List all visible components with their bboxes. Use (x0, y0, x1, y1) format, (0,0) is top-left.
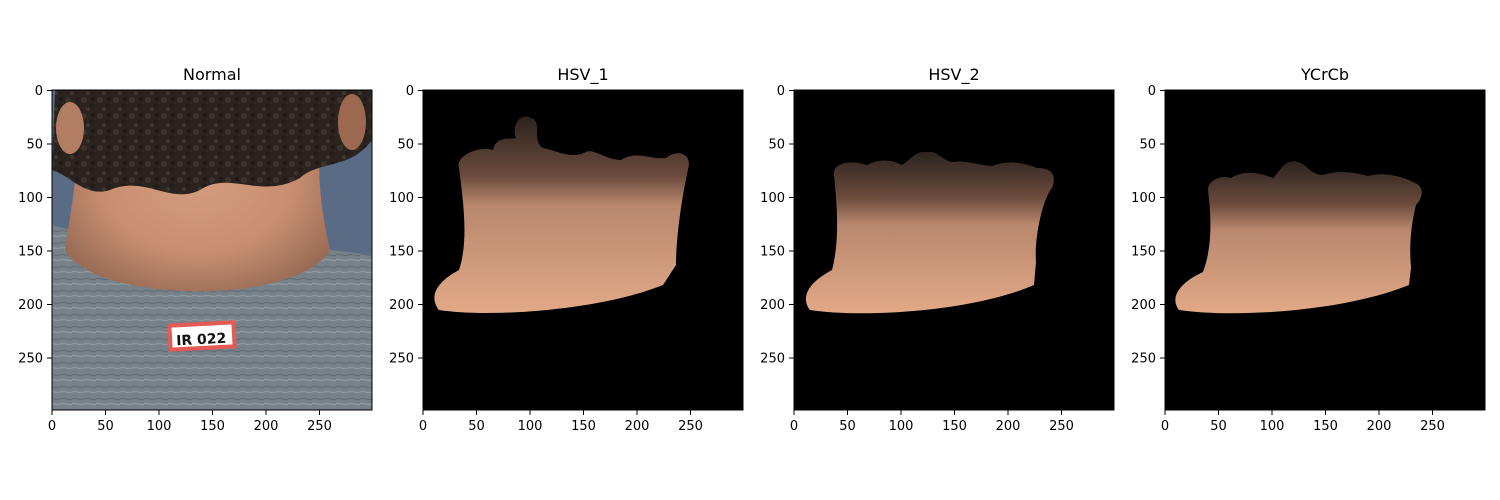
y-tick-label: 100 (1131, 191, 1156, 206)
x-tick-label: 200 (1367, 419, 1392, 434)
photo-neck: IR 022 (52, 90, 372, 410)
x-axis: 0 50 100 150 200 250 (790, 410, 1074, 434)
x-tick-label: 150 (942, 419, 967, 434)
y-tick-label: 100 (18, 191, 43, 206)
y-tick-label: 150 (18, 245, 43, 260)
specimen-label: IR 022 (167, 320, 237, 352)
x-tick-label: 100 (889, 419, 914, 434)
x-tick-label: 100 (1260, 419, 1285, 434)
y-tick-label: 250 (760, 352, 785, 367)
x-axis: 0 50 100 150 200 250 (1161, 410, 1445, 434)
segmented-skin (805, 151, 1054, 314)
y-tick-label: 200 (760, 298, 785, 313)
panel-ycrcb-plot: 0 50 100 150 200 250 0 50 100 150 200 25… (1131, 84, 1486, 434)
y-tick-label: 150 (1131, 245, 1156, 260)
x-tick-label: 50 (1210, 419, 1227, 434)
x-tick-label: 50 (468, 419, 485, 434)
panel-hsv-2: HSV_2 0 50 (742, 0, 1115, 470)
panel-ycrcb: YCrCb 0 50 (1113, 0, 1486, 470)
y-tick-label: 150 (389, 245, 414, 260)
panel-hsv-2-plot: 0 50 100 150 200 250 0 50 100 150 200 25… (760, 84, 1115, 434)
panel-normal: Normal (0, 0, 373, 470)
x-tick-label: 50 (839, 419, 856, 434)
y-tick-label: 0 (35, 84, 43, 99)
label-card (167, 320, 237, 352)
x-tick-label: 150 (200, 419, 225, 434)
y-tick-label: 0 (1148, 84, 1156, 99)
y-tick-label: 200 (389, 298, 414, 313)
y-axis: 0 50 100 150 200 250 (389, 84, 423, 367)
label-text: IR 022 (176, 331, 227, 350)
y-axis: 0 50 100 150 200 250 (18, 84, 52, 367)
panel-hsv-1: HSV_1 0 50 (371, 0, 744, 470)
panel-hsv-1-plot: 0 50 100 150 200 250 0 50 100 150 200 25… (389, 84, 744, 434)
x-axis: 0 50 100 150 200 250 (48, 410, 332, 434)
y-tick-label: 250 (389, 352, 414, 367)
panel-title: HSV_2 (928, 65, 980, 84)
y-tick-label: 0 (777, 84, 785, 99)
x-tick-label: 0 (1161, 419, 1169, 434)
y-tick-label: 0 (406, 84, 414, 99)
x-tick-label: 0 (48, 419, 56, 434)
right-ear (338, 94, 366, 150)
y-tick-label: 100 (389, 191, 414, 206)
x-tick-label: 200 (996, 419, 1021, 434)
y-tick-label: 50 (1139, 138, 1156, 153)
segmented-skin (434, 116, 689, 313)
y-tick-label: 250 (18, 352, 43, 367)
x-tick-label: 250 (1049, 419, 1074, 434)
x-axis: 0 50 100 150 200 250 (419, 410, 703, 434)
x-tick-label: 150 (1313, 419, 1338, 434)
x-tick-label: 100 (518, 419, 543, 434)
x-tick-label: 50 (97, 419, 114, 434)
x-tick-label: 0 (419, 419, 427, 434)
panel-title: YCrCb (1301, 65, 1349, 84)
x-tick-label: 200 (625, 419, 650, 434)
segmented-skin (1175, 161, 1422, 314)
y-tick-label: 50 (397, 138, 414, 153)
y-axis: 0 50 100 150 200 250 (1131, 84, 1165, 367)
y-tick-label: 200 (1131, 298, 1156, 313)
y-tick-label: 100 (760, 191, 785, 206)
y-tick-label: 150 (760, 245, 785, 260)
panel-title: Normal (183, 65, 241, 84)
hair (52, 90, 372, 195)
panel-title: HSV_1 (557, 65, 609, 84)
x-tick-label: 100 (147, 419, 172, 434)
left-ear (56, 102, 84, 154)
x-tick-label: 150 (571, 419, 596, 434)
y-tick-label: 200 (18, 298, 43, 313)
x-tick-label: 250 (307, 419, 332, 434)
panel-normal-plot: IR 022 0 50 100 150 200 250 (18, 84, 373, 434)
y-tick-label: 250 (1131, 352, 1156, 367)
x-tick-label: 250 (678, 419, 703, 434)
y-tick-label: 50 (768, 138, 785, 153)
y-tick-label: 50 (26, 138, 43, 153)
x-tick-label: 250 (1420, 419, 1445, 434)
x-tick-label: 200 (254, 419, 279, 434)
y-axis: 0 50 100 150 200 250 (760, 84, 794, 367)
x-tick-label: 0 (790, 419, 798, 434)
